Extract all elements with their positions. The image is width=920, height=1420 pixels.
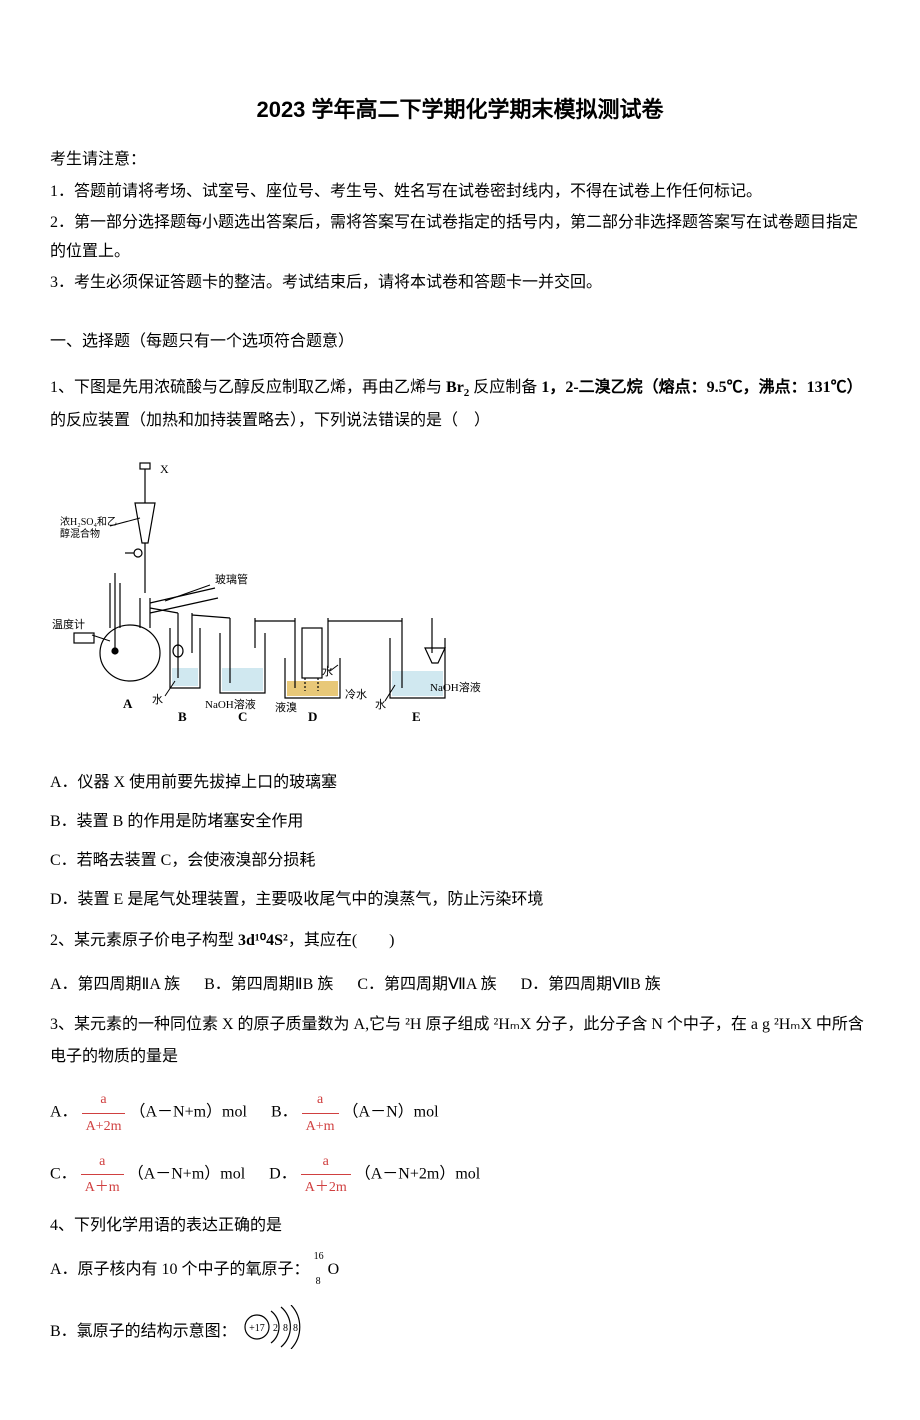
q1-br2: Br [446, 379, 464, 396]
q4-option-a: A．原子核内有 10 个中子的氧原子： 16 8 O [50, 1256, 870, 1285]
fig-label-b: B [178, 709, 187, 724]
question-3: 3、某元素的一种同位素 X 的原子质量数为 A,它与 ²H 原子组成 ²HₘX … [50, 1009, 870, 1073]
q2-stem-1: 2、某元素原子价电子构型 [50, 932, 238, 949]
fig-label-c: C [238, 709, 247, 724]
q2-option-d: D．第四周期ⅦB 族 [521, 971, 661, 1000]
fig-label-d: D [308, 709, 317, 724]
q2-options: A．第四周期ⅡA 族 B．第四周期ⅡB 族 C．第四周期ⅦA 族 D．第四周期Ⅶ… [50, 971, 870, 1000]
q3-opt-a-frac: a A+2m [82, 1087, 126, 1138]
q4-option-b: B．氯原子的结构示意图： +17 2 8 8 [50, 1305, 870, 1360]
q4-opt-b-text: B．氯原子的结构示意图： [50, 1323, 237, 1340]
q1-product: 1，2-二溴乙烷（熔点：9.5℃，沸点：131℃） [541, 379, 862, 396]
q1-option-d: D．装置 E 是尾气处理装置，主要吸收尾气中的溴蒸气，防止污染环境 [50, 886, 870, 915]
fig-label-thermometer: 温度计 [52, 617, 85, 631]
fig-label-naoh-e: NaOH溶液 [430, 680, 481, 694]
q3-opt-c-label: C． [50, 1165, 77, 1182]
q4-opt-a-nuclide: 16 8 O [314, 1256, 340, 1285]
q2-option-c: C．第四周期ⅦA 族 [357, 971, 496, 1000]
notice-header: 考生请注意： [50, 146, 870, 175]
question-2: 2、某元素原子价电子构型 3d¹⁰4S²，其应在( ) [50, 925, 870, 957]
q1-stem-1: 1、下图是先用浓硫酸与乙醇反应制取乙烯，再由乙烯与 [50, 379, 446, 396]
svg-text:2: 2 [273, 1323, 278, 1334]
q3-opt-d-frac: a A＋2m [301, 1149, 351, 1200]
q1-option-c: C．若略去装置 C，会使液溴部分损耗 [50, 847, 870, 876]
question-1: 1、下图是先用浓硫酸与乙醇反应制取乙烯，再由乙烯与 Br2 反应制备 1，2-二… [50, 372, 870, 436]
q2-stem-2: ，其应在( ) [288, 932, 395, 949]
q1-option-a: A．仪器 X 使用前要先拔掉上口的玻璃塞 [50, 769, 870, 798]
fig-label-water-b: 水 [152, 693, 163, 706]
q3-opt-b-frac: a A+m [302, 1087, 339, 1138]
q3-option-row-1: A． a A+2m （A－N+m）mol B． a A+m （A－N）mol [50, 1087, 870, 1138]
q2-config: 3d¹⁰4S² [238, 932, 288, 949]
fig-label-e: E [412, 709, 421, 724]
notice-item-1: 1．答题前请将考场、试室号、座位号、考生号、姓名写在试卷密封线内，不得在试卷上作… [50, 178, 870, 207]
q3-opt-b-tail: （A－N）mol [343, 1104, 439, 1121]
q3-opt-b-label: B． [271, 1104, 298, 1121]
fig-label-water-e: 水 [375, 698, 386, 711]
q1-option-b: B．装置 B 的作用是防堵塞安全作用 [50, 808, 870, 837]
notice-item-2: 2．第一部分选择题每小题选出答案后，需将答案写在试卷指定的括号内，第二部分非选择… [50, 209, 870, 267]
q1-stem-2: 反应制备 [469, 379, 541, 396]
q1-figure: X 浓H₂SO₄和乙 醇混合物 玻璃管 温度计 A 水 B NaOH溶液 [50, 453, 870, 754]
fig-label-glass-tube: 玻璃管 [215, 572, 248, 586]
svg-text:+17: +17 [249, 1323, 265, 1334]
q3-opt-d-tail: （A－N+2m）mol [355, 1165, 480, 1182]
question-4: 4、下列化学用语的表达正确的是 [50, 1210, 870, 1242]
q3-opt-c-frac: a A＋m [81, 1149, 124, 1200]
fig-label-mixture: 浓H₂SO₄和乙 醇混合物 [60, 516, 119, 540]
q1-stem-3: 的反应装置（加热和加持装置略去），下列说法错误的是（ ） [50, 412, 490, 429]
fig-label-naoh-c: NaOH溶液 [205, 697, 256, 711]
exam-title: 2023 学年高二下学期化学期末模拟测试卷 [50, 90, 870, 130]
q2-option-a: A．第四周期ⅡA 族 [50, 971, 180, 1000]
fig-label-a: A [123, 696, 133, 711]
q4-opt-a-text: A．原子核内有 10 个中子的氧原子： [50, 1261, 310, 1278]
q3-opt-a-label: A． [50, 1104, 78, 1121]
fig-label-cold-water: 冷水 [345, 688, 367, 701]
q3-opt-a-tail: （A－N+m）mol [129, 1104, 246, 1121]
fig-label-x: X [160, 462, 169, 476]
q3-opt-c-tail: （A－N+m）mol [128, 1165, 245, 1182]
q2-option-b: B．第四周期ⅡB 族 [204, 971, 333, 1000]
q3-opt-d-label: D． [269, 1165, 297, 1182]
q3-option-row-2: C． a A＋m （A－N+m）mol D． a A＋2m （A－N+2m）mo… [50, 1149, 870, 1200]
section-1-header: 一、选择题（每题只有一个选项符合题意） [50, 328, 870, 357]
fig-label-liquid-br: 液溴 [275, 700, 297, 714]
svg-text:8: 8 [283, 1323, 288, 1334]
atom-structure-icon: +17 2 8 8 [241, 1305, 311, 1360]
notice-item-3: 3．考生必须保证答题卡的整洁。考试结束后，请将本试卷和答题卡一并交回。 [50, 269, 870, 298]
fig-label-water-d: 水 [322, 665, 333, 678]
svg-text:8: 8 [293, 1323, 298, 1334]
